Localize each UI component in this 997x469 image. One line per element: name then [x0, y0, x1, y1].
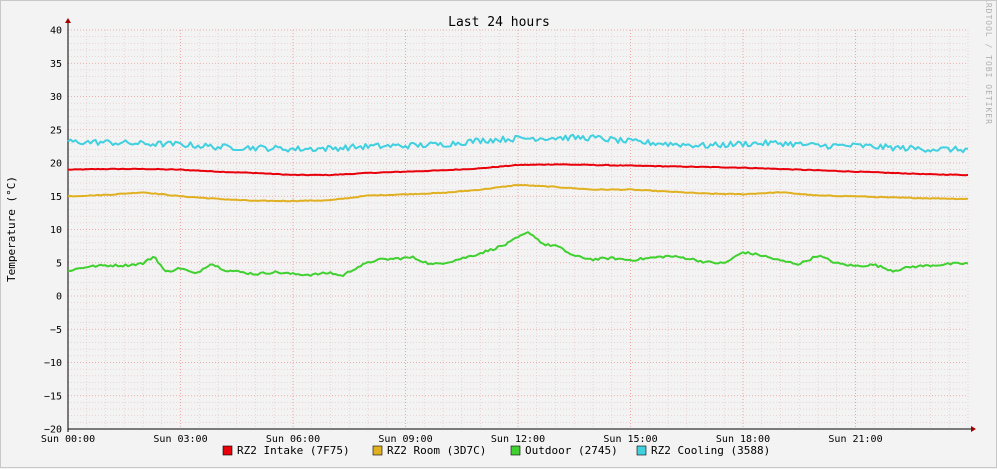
x-tick-label: Sun 06:00	[266, 434, 320, 445]
y-tick-label: −20	[44, 425, 62, 436]
x-tick-label: Sun 09:00	[378, 434, 432, 445]
y-tick-label: 10	[50, 225, 62, 236]
x-axis-arrow	[971, 426, 976, 432]
legend-swatch	[510, 445, 521, 456]
y-tick-label: 20	[50, 159, 62, 170]
x-tick-label: Sun 21:00	[828, 434, 882, 445]
x-tick-label: Sun 12:00	[491, 434, 545, 445]
watermark: RRDTOOL / TOBI OETIKER	[984, 1, 993, 125]
x-tick-label: Sun 18:00	[716, 434, 770, 445]
legend-label: RZ2 Intake (7F75)	[237, 444, 350, 457]
y-tick-label: −15	[44, 391, 62, 402]
legend-label: RZ2 Cooling (3588)	[651, 444, 770, 457]
grid	[67, 29, 969, 430]
legend-swatch	[372, 445, 383, 456]
axes	[65, 18, 976, 432]
y-axis-label: Temperature (°C)	[5, 176, 18, 282]
chart-title: Last 24 hours	[448, 15, 550, 30]
y-tick-label: 30	[50, 92, 62, 103]
y-axis-arrow	[65, 18, 71, 23]
legend-swatch	[636, 445, 647, 456]
series-line	[67, 133, 969, 154]
series-line	[67, 184, 969, 203]
legend-label: RZ2 Room (3D7C)	[387, 444, 486, 457]
y-tick-label: 35	[50, 59, 62, 70]
y-tick-label: 25	[50, 125, 62, 136]
x-tick-label: Sun 00:00	[41, 434, 95, 445]
legend: RZ2 Intake (7F75) RZ2 Room (3D7C) Outdoor …	[222, 444, 770, 457]
x-tick-label: Sun 15:00	[603, 434, 657, 445]
y-tick-label: 15	[50, 192, 62, 203]
y-tick-label: 40	[50, 26, 62, 37]
y-tick-label: 5	[56, 258, 62, 269]
y-tick-label: 0	[56, 292, 62, 303]
y-tick-label: −5	[50, 325, 62, 336]
series-line	[67, 231, 969, 278]
y-tick-label: −10	[44, 358, 62, 369]
series-group	[67, 133, 969, 278]
x-tick-label: Sun 03:00	[153, 434, 207, 445]
series-line	[67, 163, 969, 177]
legend-label: Outdoor (2745)	[525, 444, 618, 457]
legend-swatch	[222, 445, 233, 456]
tick-labels: −20 −15 −10 −5 0 5 10 15 20 25 30 35 40 Sun 00:00 Sun …	[41, 26, 883, 446]
